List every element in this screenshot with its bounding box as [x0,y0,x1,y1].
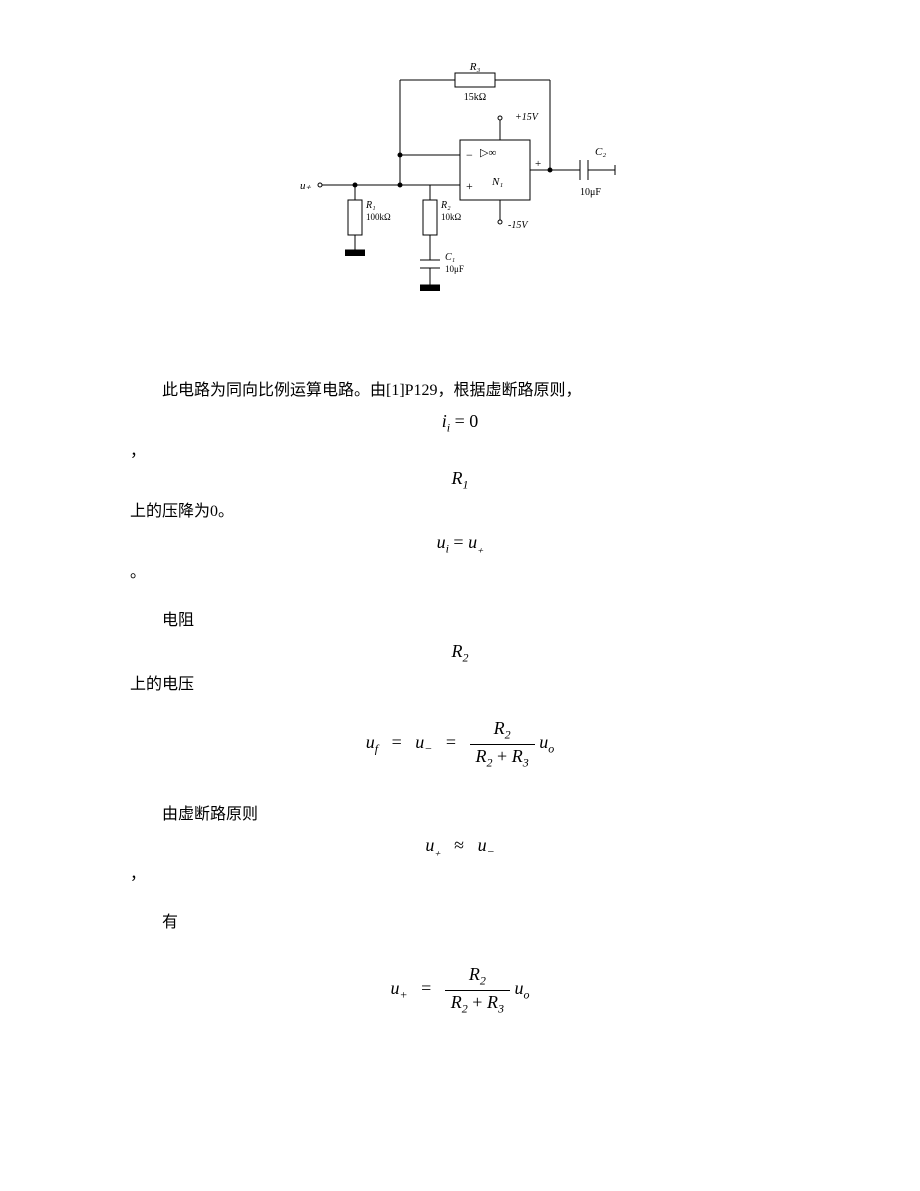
comma-2: ， [130,863,790,887]
eq-r2: R2 [130,641,790,666]
r2-label: R₂ [440,200,451,211]
opamp-n1: N₁ [491,176,503,188]
opamp-tri: ▷∞ [480,147,496,159]
para-1: 此电路为同向比例运算电路。由[1]P129，根据虚断路原则， [130,375,790,407]
eq-ii-zero: ii = 0 [130,411,790,436]
r3-label: R₃ [469,61,481,73]
r1-value: 100kΩ [366,212,391,222]
para-4: 上的电压 [130,669,790,701]
opamp-minus: − [466,148,473,162]
para-5: 由虚断路原则 [130,799,790,831]
para-6: 有 [130,907,790,939]
circuit-svg: R₃ 15kΩ +15V ▷∞ N₁ − + [280,60,640,330]
eq-ui-uplus: ui = u₊ [130,532,790,557]
eq-r1: R1 [130,468,790,493]
eq-uf: uf = u− = R2 R2 + R3 uo [130,717,790,770]
minus15-label: -15V [508,220,529,231]
opamp-out-plus: + [535,158,541,170]
para-3: 电阻 [130,605,790,637]
period-1: 。 [130,561,790,585]
c2-value: 10μF [580,187,601,198]
comma-1: ， [130,440,790,464]
eq-uplus-frac: u+ = R2 R2 + R3 uo [130,963,790,1016]
r2-value: 10kΩ [441,212,462,222]
eq-approx: u₊ ≈ u− [130,835,790,860]
para-2: 上的压降为0。 [130,496,790,528]
ui-label: u₊ [300,180,312,192]
circuit-diagram: R₃ 15kΩ +15V ▷∞ N₁ − + [130,60,790,335]
c1-value: 10μF [445,264,464,274]
r1-label: R₁ [365,200,376,211]
c2-label: C₂ [595,146,606,158]
r3-value: 15kΩ [464,92,486,103]
c1-label: C₁ [445,252,455,263]
plus15-label: +15V [515,112,540,123]
opamp-plus: + [466,179,473,193]
